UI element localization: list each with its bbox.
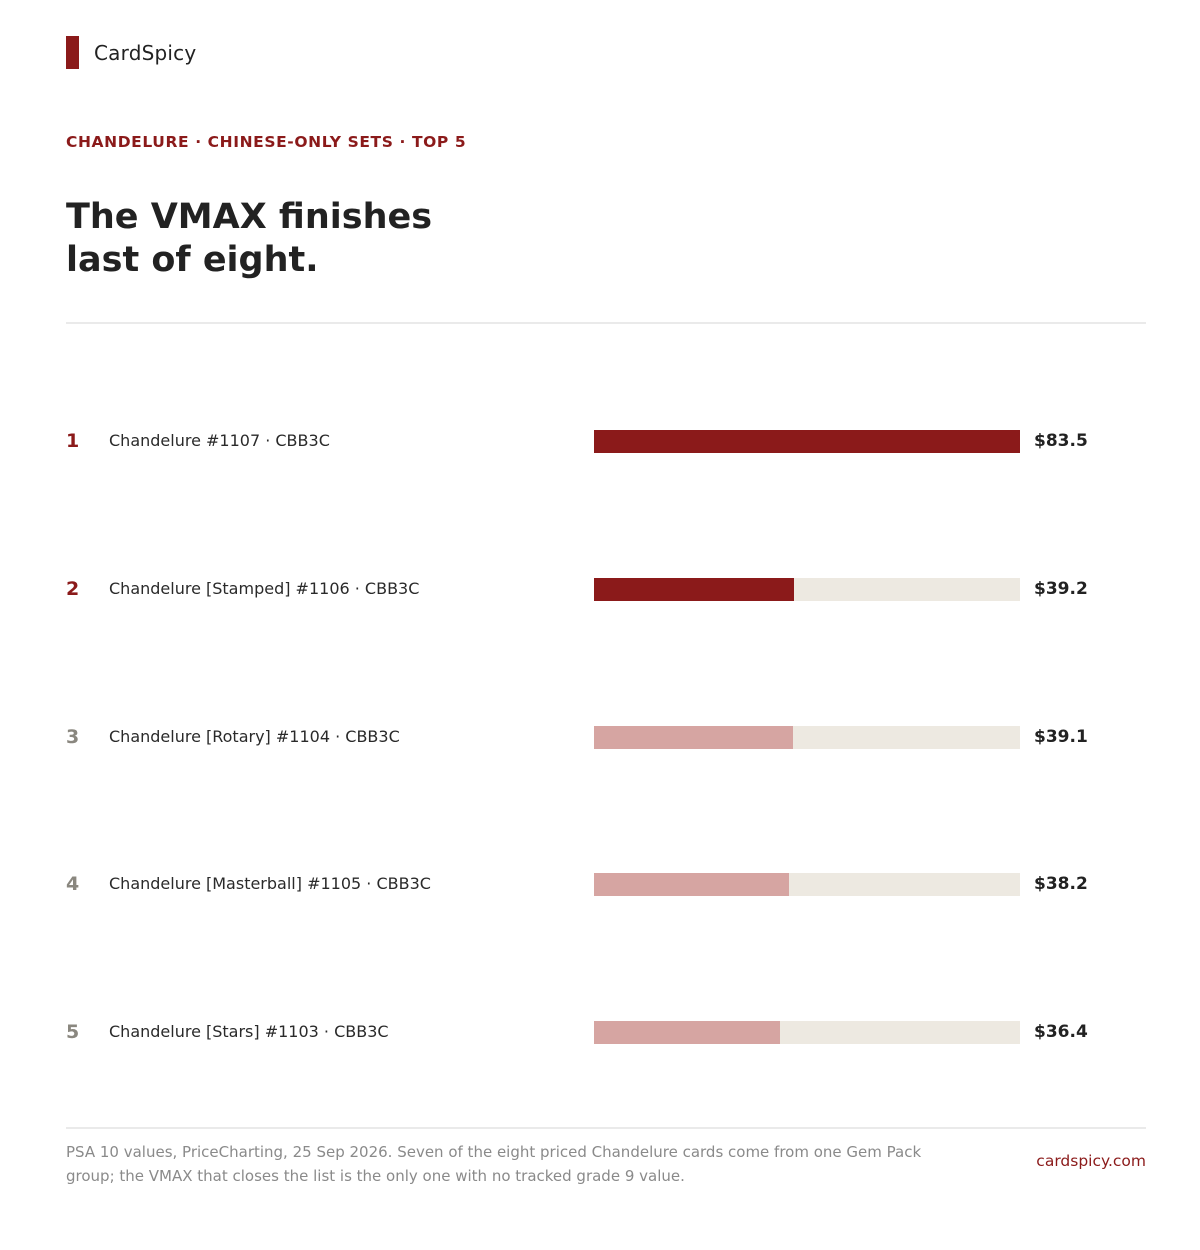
headline-line-2: last of eight. bbox=[66, 240, 319, 280]
brand-mark bbox=[66, 36, 79, 69]
brand: CardSpicy bbox=[66, 36, 196, 69]
rank-number: 3 bbox=[66, 726, 80, 748]
bar-fill bbox=[594, 873, 789, 896]
bottom-divider bbox=[66, 1127, 1146, 1129]
bar-fill bbox=[594, 1021, 780, 1044]
rank-number: 2 bbox=[66, 578, 80, 600]
chart-row: 2 Chandelure [Stamped] #1106 · CBB3C $39.2 bbox=[66, 577, 1146, 601]
bar-track bbox=[594, 726, 1020, 749]
site-link[interactable]: cardspicy.com bbox=[1036, 1152, 1146, 1170]
card-label: Chandelure [Stars] #1103 · CBB3C bbox=[109, 1022, 389, 1041]
chart-row: 5 Chandelure [Stars] #1103 · CBB3C $36.4 bbox=[66, 1020, 1146, 1044]
value-label: $39.2 bbox=[1034, 579, 1088, 599]
brand-name: CardSpicy bbox=[94, 40, 197, 65]
card-label: Chandelure [Stamped] #1106 · CBB3C bbox=[109, 579, 420, 598]
headline-line-1: The VMAX finishes bbox=[66, 197, 433, 237]
rank-number: 1 bbox=[66, 430, 80, 452]
bar-fill bbox=[594, 726, 793, 749]
value-label: $83.5 bbox=[1034, 431, 1088, 451]
kicker: CHANDELURE · CHINESE-ONLY SETS · TOP 5 bbox=[66, 133, 467, 151]
chart-row: 3 Chandelure [Rotary] #1104 · CBB3C $39.1 bbox=[66, 725, 1146, 749]
value-label: $36.4 bbox=[1034, 1022, 1088, 1042]
footnote: PSA 10 values, PriceCharting, 25 Sep 202… bbox=[66, 1143, 922, 1185]
card-label: Chandelure [Rotary] #1104 · CBB3C bbox=[109, 727, 400, 746]
headline: The VMAX finishes last of eight. bbox=[66, 196, 586, 282]
bar-track bbox=[594, 1021, 1020, 1044]
chart-row: 1 Chandelure #1107 · CBB3C $83.5 bbox=[66, 429, 1146, 453]
rank-number: 4 bbox=[66, 873, 80, 895]
bar-track bbox=[594, 873, 1020, 896]
card-label: Chandelure [Masterball] #1105 · CBB3C bbox=[109, 874, 431, 893]
bar-track bbox=[594, 430, 1020, 453]
bar-fill bbox=[594, 430, 1020, 453]
value-label: $39.1 bbox=[1034, 727, 1088, 747]
value-label: $38.2 bbox=[1034, 874, 1088, 894]
bar-fill bbox=[594, 578, 794, 601]
bar-track bbox=[594, 578, 1020, 601]
card-label: Chandelure #1107 · CBB3C bbox=[109, 431, 330, 450]
chart-row: 4 Chandelure [Masterball] #1105 · CBB3C $3… bbox=[66, 872, 1146, 896]
top-divider bbox=[66, 322, 1146, 324]
rank-number: 5 bbox=[66, 1021, 80, 1043]
